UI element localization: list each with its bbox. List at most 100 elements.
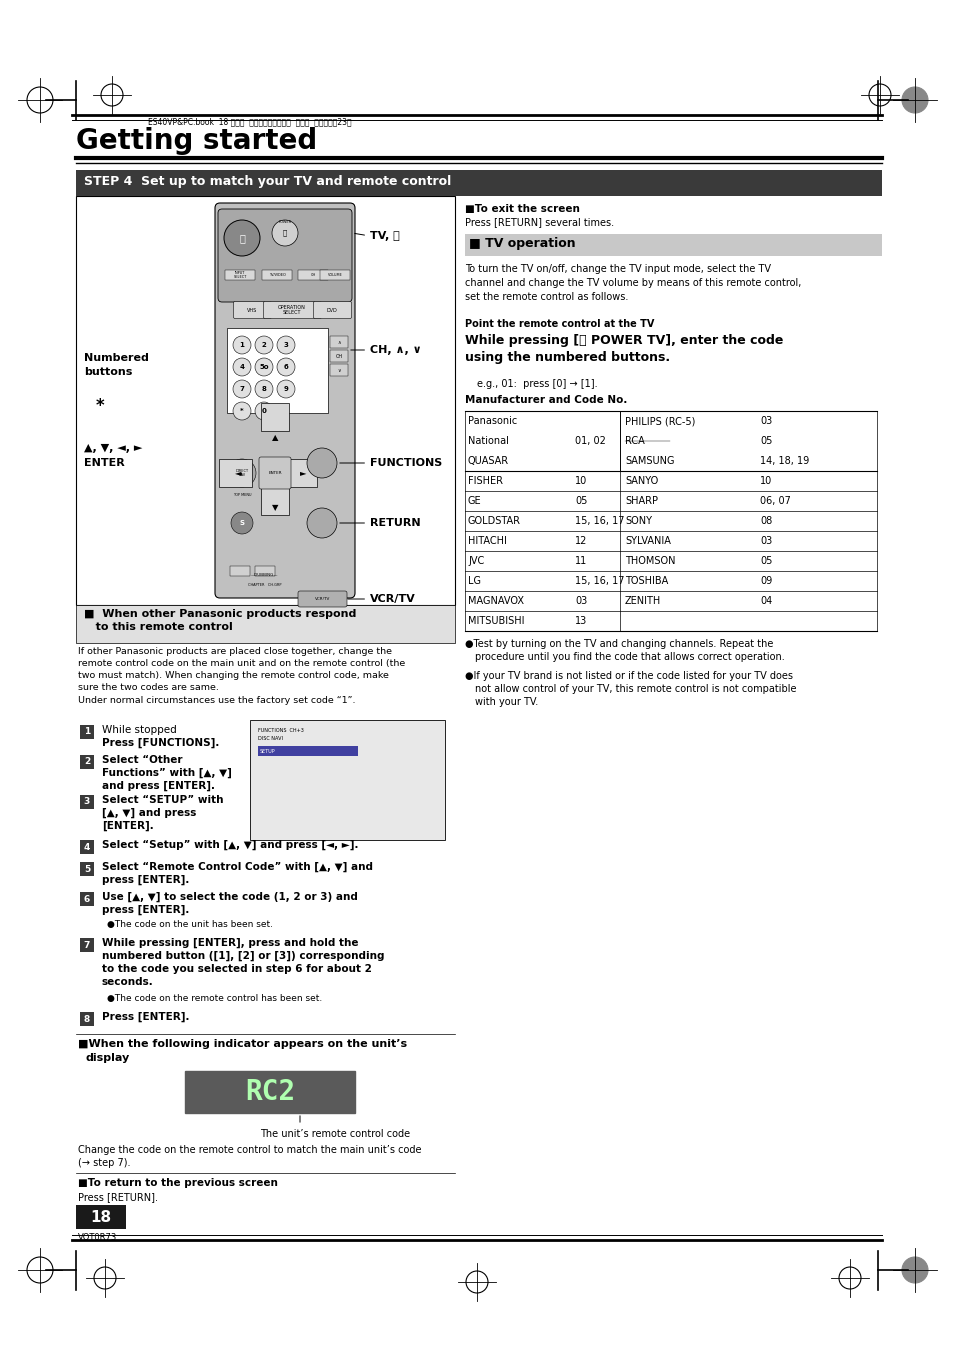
Text: QUASAR: QUASAR — [468, 457, 509, 466]
Text: POWER: POWER — [278, 220, 292, 224]
Text: 2: 2 — [261, 342, 266, 349]
Text: National: National — [468, 436, 508, 446]
Text: ∨: ∨ — [336, 367, 340, 373]
Text: ●The code on the unit has been set.: ●The code on the unit has been set. — [107, 920, 273, 929]
FancyBboxPatch shape — [263, 301, 321, 319]
Text: To turn the TV on/off, change the TV input mode, select the TV
channel and chang: To turn the TV on/off, change the TV inp… — [464, 263, 801, 303]
Text: Manufacturer and Code No.: Manufacturer and Code No. — [464, 394, 627, 405]
Text: RC2: RC2 — [245, 1078, 294, 1106]
Circle shape — [27, 86, 53, 113]
Text: SETUP: SETUP — [260, 748, 275, 754]
Text: 11: 11 — [575, 557, 587, 566]
Text: GOLDSTAR: GOLDSTAR — [468, 516, 520, 526]
Bar — [80, 938, 94, 952]
Text: and press [ENTER].: and press [ENTER]. — [102, 781, 214, 792]
Text: 01, 02: 01, 02 — [575, 436, 605, 446]
Text: 18: 18 — [91, 1209, 112, 1224]
Circle shape — [101, 84, 123, 105]
Text: ●Test by turning on the TV and changing channels. Repeat the: ●Test by turning on the TV and changing … — [464, 639, 773, 648]
Bar — [80, 840, 94, 854]
Text: 4: 4 — [84, 843, 91, 851]
Text: 6: 6 — [84, 894, 90, 904]
Text: ■To return to the previous screen: ■To return to the previous screen — [78, 1178, 277, 1188]
Circle shape — [465, 1271, 488, 1293]
Text: 5o: 5o — [259, 363, 269, 370]
Bar — [257, 746, 357, 757]
Text: *: * — [96, 397, 105, 415]
Bar — [76, 1205, 126, 1229]
Text: RCA: RCA — [624, 436, 644, 446]
Text: 05: 05 — [760, 557, 772, 566]
Circle shape — [254, 403, 273, 420]
Text: procedure until you find the code that allows correct operation.: procedure until you find the code that a… — [475, 653, 784, 662]
Text: Panasonic: Panasonic — [468, 416, 517, 426]
Bar — [261, 403, 289, 431]
FancyBboxPatch shape — [214, 203, 355, 598]
Bar — [330, 336, 348, 349]
Text: 03: 03 — [575, 596, 587, 607]
Text: [▲, ▼] and press: [▲, ▼] and press — [102, 808, 196, 819]
Text: If other Panasonic products are placed close together, change the
remote control: If other Panasonic products are placed c… — [78, 647, 405, 705]
Circle shape — [254, 380, 273, 399]
Text: While stopped: While stopped — [102, 725, 176, 735]
Text: buttons: buttons — [84, 367, 132, 377]
Bar — [225, 270, 254, 280]
Text: Select “Remote Control Code” with [▲, ▼] and: Select “Remote Control Code” with [▲, ▼]… — [102, 862, 373, 873]
Bar — [80, 725, 94, 739]
Text: S: S — [239, 520, 244, 526]
Circle shape — [307, 449, 336, 478]
Text: FUNCTIONS  CH+3: FUNCTIONS CH+3 — [257, 728, 304, 734]
Bar — [80, 862, 94, 875]
Bar — [297, 270, 328, 280]
Text: 1: 1 — [239, 342, 244, 349]
Circle shape — [233, 336, 251, 354]
Text: TV, ⏻: TV, ⏻ — [355, 231, 399, 240]
Text: ●The code on the remote control has been set.: ●The code on the remote control has been… — [107, 994, 322, 1002]
Text: CH: CH — [335, 354, 342, 358]
Text: 3: 3 — [283, 342, 288, 349]
Text: HITACHI: HITACHI — [468, 536, 506, 546]
Text: ►: ► — [299, 469, 306, 477]
Text: ■  When other Panasonic products respond
   to this remote control: ■ When other Panasonic products respond … — [84, 609, 356, 632]
Bar — [185, 1071, 355, 1113]
Text: 09: 09 — [760, 576, 771, 586]
Text: 0: 0 — [261, 408, 266, 413]
Text: JVC: JVC — [468, 557, 484, 566]
Circle shape — [276, 380, 294, 399]
Text: 8: 8 — [84, 1015, 90, 1024]
Bar — [227, 328, 328, 413]
Text: Select “Setup” with [▲, ▼] and press [◄, ►].: Select “Setup” with [▲, ▼] and press [◄,… — [102, 840, 358, 850]
Text: The unit’s remote control code: The unit’s remote control code — [260, 1129, 410, 1139]
Text: Press [ENTER].: Press [ENTER]. — [102, 1012, 190, 1023]
Text: Select “Other: Select “Other — [102, 755, 182, 765]
Text: LG: LG — [468, 576, 480, 586]
Text: ⏻: ⏻ — [283, 230, 287, 236]
Text: DIRECT
NAV: DIRECT NAV — [235, 469, 249, 477]
Text: 06, 07: 06, 07 — [760, 496, 790, 507]
Text: ⏻: ⏻ — [239, 232, 245, 243]
Text: ▲, ▼, ◄, ►: ▲, ▼, ◄, ► — [84, 443, 142, 453]
Circle shape — [231, 512, 253, 534]
Bar — [230, 566, 250, 576]
Text: numbered button ([1], [2] or [3]) corresponding: numbered button ([1], [2] or [3]) corres… — [102, 951, 384, 962]
Text: Functions” with [▲, ▼]: Functions” with [▲, ▼] — [102, 767, 232, 778]
Bar — [80, 1012, 94, 1025]
Text: 5: 5 — [84, 865, 90, 874]
Text: 6: 6 — [283, 363, 288, 370]
Bar — [319, 270, 350, 280]
Bar — [76, 196, 455, 605]
Text: 12: 12 — [575, 536, 587, 546]
Text: TV/VIDEO: TV/VIDEO — [269, 273, 285, 277]
FancyBboxPatch shape — [297, 590, 347, 607]
Bar — [219, 459, 252, 486]
Text: 7: 7 — [239, 386, 244, 392]
Text: VCR/TV: VCR/TV — [348, 594, 416, 604]
Text: 10: 10 — [760, 476, 771, 486]
Text: SANYO: SANYO — [624, 476, 658, 486]
Text: Getting started: Getting started — [76, 127, 317, 155]
Text: DISC NAVI: DISC NAVI — [257, 736, 283, 740]
Text: seconds.: seconds. — [102, 977, 153, 988]
Circle shape — [228, 459, 255, 486]
FancyBboxPatch shape — [314, 301, 351, 319]
Circle shape — [233, 403, 251, 420]
